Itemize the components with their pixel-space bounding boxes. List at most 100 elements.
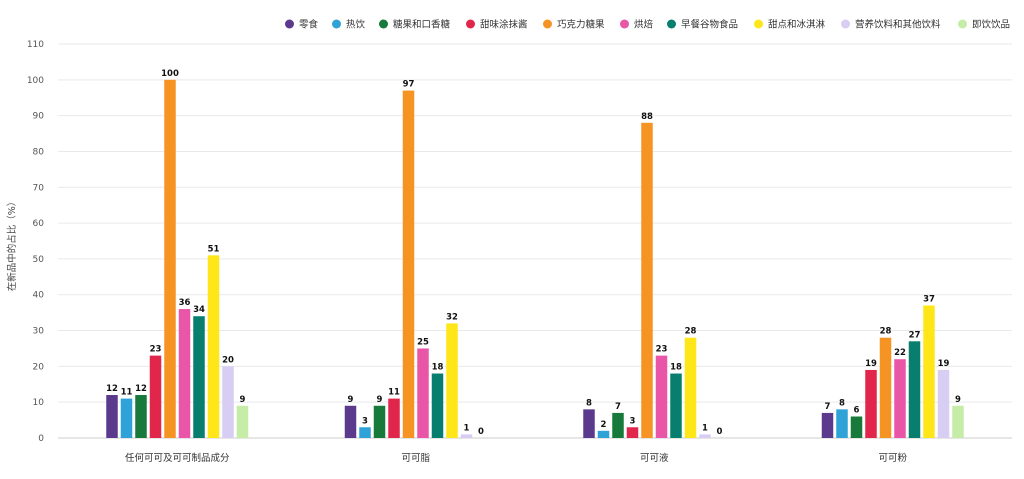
legend-item[interactable]: 甜味涂抹酱 xyxy=(466,19,528,31)
data-label: 2 xyxy=(601,420,607,430)
data-label: 25 xyxy=(417,337,429,347)
legend-marker xyxy=(958,19,967,29)
bar xyxy=(923,305,935,438)
data-label: 7 xyxy=(825,402,831,412)
bar xyxy=(373,405,386,438)
y-tick-label: 0 xyxy=(38,434,44,444)
legend-label: 甜味涂抹酱 xyxy=(480,19,528,31)
bar xyxy=(626,427,639,438)
bar xyxy=(684,337,697,438)
data-label: 19 xyxy=(938,359,950,369)
legend-item[interactable]: 巧克力糖果 xyxy=(543,19,605,31)
legend-label: 即饮饮品 xyxy=(972,19,1010,31)
data-label: 1 xyxy=(464,423,470,433)
bar xyxy=(879,337,892,438)
data-label: 34 xyxy=(193,305,205,315)
bar xyxy=(850,416,863,438)
legend[interactable]: 零食 热饮 糖果和口香糖 甜味涂抹酱 巧克力糖果 烘焙 早餐谷物食品 甜点和冰淇淋 营养饮料和其… xyxy=(285,19,1010,31)
bar xyxy=(164,79,176,439)
legend-marker xyxy=(667,19,676,29)
y-tick-label: 110 xyxy=(27,40,44,50)
legend-marker xyxy=(841,19,850,29)
data-label: 1 xyxy=(702,423,708,433)
data-label: 6 xyxy=(854,406,860,416)
bar xyxy=(597,430,610,438)
data-label: 0 xyxy=(717,427,723,437)
bar xyxy=(402,90,415,439)
bar xyxy=(655,355,668,438)
legend-label: 糖果和口香糖 xyxy=(393,19,451,31)
y-tick-label: 100 xyxy=(27,76,44,86)
data-label: 8 xyxy=(586,398,592,408)
legend-item[interactable]: 烘焙 xyxy=(620,19,654,31)
data-label: 20 xyxy=(222,355,234,365)
bar xyxy=(821,412,834,438)
legend-label: 早餐谷物食品 xyxy=(681,19,738,31)
data-label: 0 xyxy=(478,427,484,437)
data-label: 32 xyxy=(446,312,458,322)
y-tick-label: 70 xyxy=(33,183,45,193)
data-label: 9 xyxy=(955,395,961,405)
bar xyxy=(612,412,624,438)
data-label: 18 xyxy=(432,363,444,373)
bar xyxy=(583,409,595,438)
legend-marker xyxy=(332,19,341,29)
legend-label: 烘焙 xyxy=(634,19,654,31)
data-label: 9 xyxy=(240,395,246,405)
legend-item[interactable]: 甜点和冰淇淋 xyxy=(754,19,826,31)
x-category-label: 可可粉 xyxy=(878,452,907,464)
legend-marker xyxy=(620,19,629,29)
x-axis-categories: 任何可可及可可制品成分 可可脂 可可液 可可粉 xyxy=(125,452,908,464)
bar xyxy=(908,341,921,438)
data-label: 23 xyxy=(656,345,668,355)
bar xyxy=(388,398,400,438)
legend-item[interactable]: 热饮 xyxy=(332,19,366,31)
bar xyxy=(344,405,357,438)
x-category-label: 可可脂 xyxy=(401,452,430,464)
bar xyxy=(952,405,964,438)
data-label: 8 xyxy=(839,398,845,408)
y-axis-label: 在新品中的占比（%） xyxy=(6,197,18,292)
legend-marker xyxy=(754,19,763,29)
bar xyxy=(193,316,205,438)
legend-item[interactable]: 即饮饮品 xyxy=(958,19,1010,31)
bar xyxy=(178,309,191,438)
legend-item[interactable]: 糖果和口香糖 xyxy=(379,19,451,31)
legend-item[interactable]: 零食 xyxy=(285,19,319,31)
data-label: 3 xyxy=(630,416,636,426)
data-label: 3 xyxy=(362,416,368,426)
data-label: 88 xyxy=(641,112,653,122)
y-tick-label: 40 xyxy=(33,291,45,301)
data-label: 12 xyxy=(106,384,118,394)
bar xyxy=(431,373,444,438)
y-tick-label: 90 xyxy=(33,112,45,122)
bar xyxy=(236,405,249,438)
bar xyxy=(460,434,473,438)
bar xyxy=(670,373,682,438)
bar xyxy=(106,395,118,438)
legend-item[interactable]: 营养饮料和其他饮料 xyxy=(841,19,941,31)
bars xyxy=(106,79,964,439)
data-label: 19 xyxy=(865,359,877,369)
y-axis-ticks: 0 10 20 30 40 50 60 70 80 90 100 110 xyxy=(27,40,44,444)
bar xyxy=(222,366,234,438)
legend-marker xyxy=(379,19,388,29)
y-tick-label: 20 xyxy=(33,362,45,372)
data-label: 7 xyxy=(615,402,621,412)
legend-marker xyxy=(466,19,475,29)
bar xyxy=(149,355,162,438)
legend-marker xyxy=(285,19,294,29)
legend-label: 营养饮料和其他饮料 xyxy=(855,19,941,31)
bar xyxy=(207,255,220,438)
legend-marker xyxy=(543,19,552,29)
x-category-label: 可可液 xyxy=(640,452,669,464)
data-label: 28 xyxy=(880,327,892,337)
data-label: 27 xyxy=(909,330,921,340)
data-label: 28 xyxy=(685,327,697,337)
data-label: 9 xyxy=(348,395,354,405)
legend-item[interactable]: 早餐谷物食品 xyxy=(667,19,738,31)
bar xyxy=(894,359,906,438)
y-tick-label: 80 xyxy=(33,147,45,157)
bar xyxy=(359,427,371,438)
